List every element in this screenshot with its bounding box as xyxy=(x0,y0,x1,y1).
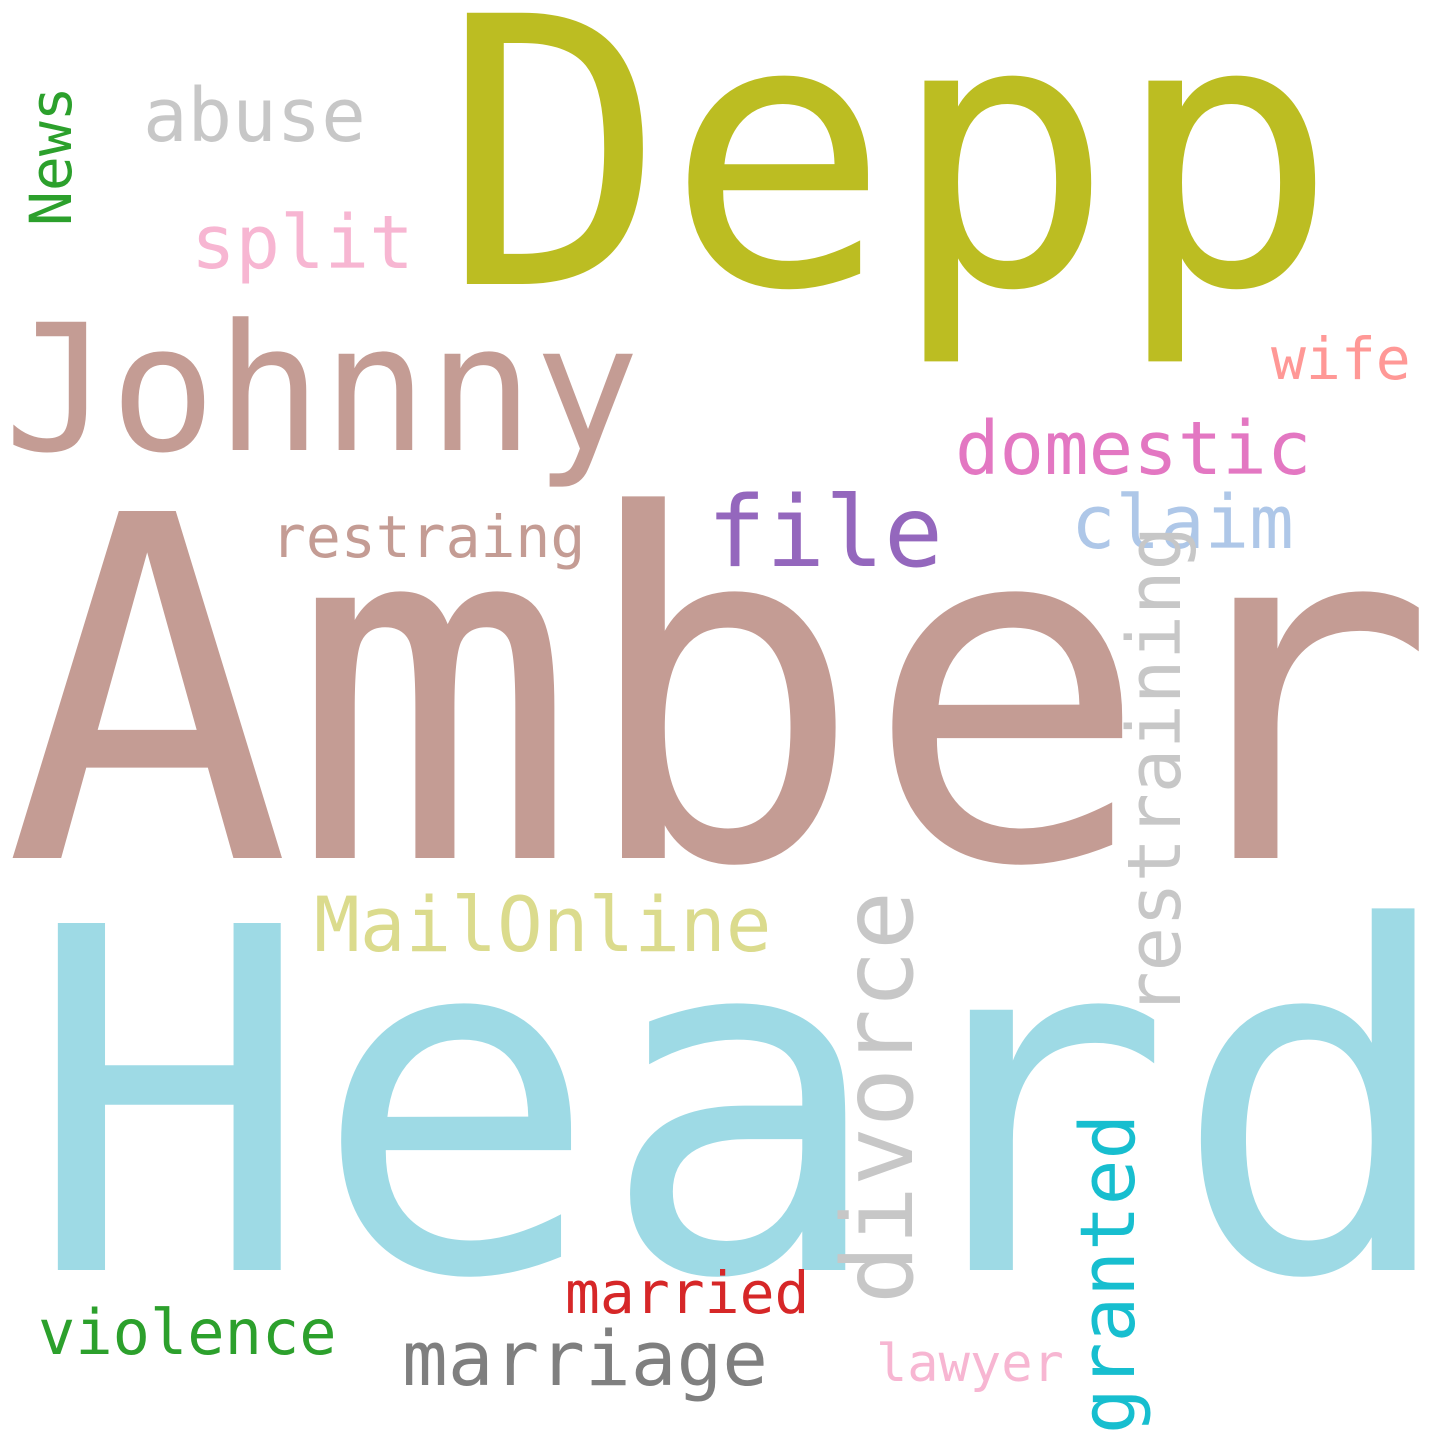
word-split: split xyxy=(191,200,414,286)
word-abuse: abuse xyxy=(143,73,366,159)
word-depp: Depp xyxy=(442,0,1338,372)
word-granted: granted xyxy=(1063,1113,1152,1434)
word-divorce: divorce xyxy=(822,890,936,1304)
word-amber: Amber xyxy=(4,417,1437,971)
word-domestic: domestic xyxy=(955,406,1312,492)
word-claim: claim xyxy=(1071,480,1294,566)
word-married: married xyxy=(565,1259,810,1327)
word-marriage: marriage xyxy=(402,1314,769,1403)
word-news: News xyxy=(17,86,85,226)
word-johnny: Johnny xyxy=(4,287,640,492)
word-mailonline: MailOnline xyxy=(314,880,772,969)
word-lawyer: lawyer xyxy=(876,1334,1064,1394)
word-file: file xyxy=(707,476,944,590)
word-restraing: restraing xyxy=(271,503,586,571)
word-violence: violence xyxy=(38,1296,337,1369)
word-restraining: restraining xyxy=(1112,525,1198,1016)
word-wife: wife xyxy=(1271,325,1411,393)
word-heard: Heard xyxy=(26,829,1440,1383)
